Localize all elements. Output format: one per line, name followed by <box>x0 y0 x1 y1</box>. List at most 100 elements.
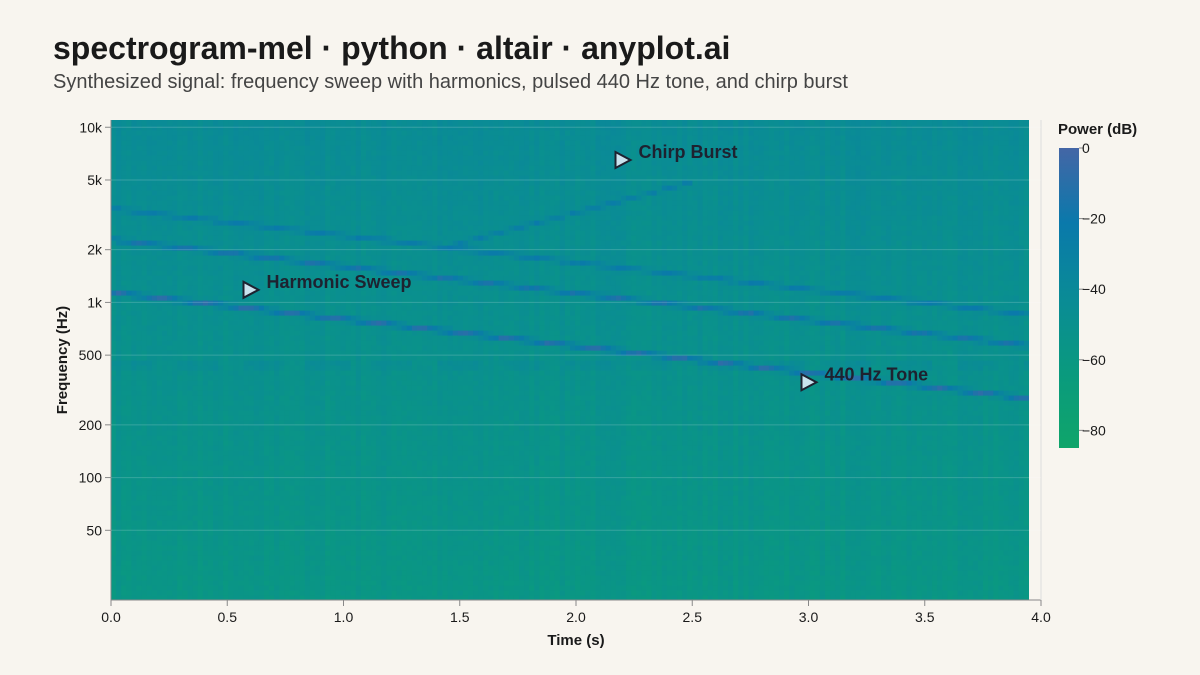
heatmap-cell <box>304 500 311 506</box>
heatmap-cell <box>167 525 173 531</box>
heatmap-cell <box>320 165 326 171</box>
heatmap-cell <box>156 595 163 600</box>
heatmap-cell <box>350 515 357 521</box>
heatmap-cell <box>371 195 377 201</box>
heatmap-cell <box>131 535 138 541</box>
heatmap-cell <box>264 425 270 431</box>
heatmap-cell <box>223 225 229 231</box>
heatmap-cell <box>258 250 265 256</box>
heatmap-cell <box>325 165 331 171</box>
heatmap-cell <box>151 355 158 361</box>
heatmap-cell <box>258 335 265 341</box>
heatmap-cell <box>350 400 357 406</box>
heatmap-cell <box>289 180 296 186</box>
heatmap-cell <box>274 505 280 511</box>
heatmap-cell <box>264 580 270 586</box>
heatmap-cell <box>197 395 204 401</box>
heatmap-cell <box>289 295 296 301</box>
heatmap-cell <box>121 175 127 181</box>
heatmap-cell <box>111 405 117 411</box>
heatmap-cell <box>274 565 280 571</box>
heatmap-cell <box>172 195 178 201</box>
heatmap-cell <box>162 480 168 486</box>
heatmap-cell <box>182 260 189 266</box>
heatmap-cell <box>335 285 342 291</box>
heatmap-cell <box>131 195 138 201</box>
heatmap-cell <box>371 400 377 406</box>
heatmap-cell <box>177 255 183 261</box>
heatmap-cell <box>371 300 377 306</box>
heatmap-cell <box>233 570 240 576</box>
heatmap-cell <box>284 570 291 576</box>
heatmap-cell <box>294 500 301 506</box>
heatmap-cell <box>121 575 127 581</box>
heatmap-cell <box>126 435 132 441</box>
heatmap-cell <box>187 550 194 556</box>
heatmap-cell <box>320 130 326 136</box>
heatmap-cell <box>116 140 122 146</box>
heatmap-cell <box>340 530 347 536</box>
heatmap-cell <box>264 150 270 156</box>
heatmap-cell <box>243 220 250 226</box>
heatmap-cell <box>156 425 163 431</box>
heatmap-cell <box>299 250 306 256</box>
heatmap-cell <box>304 180 311 186</box>
heatmap-cell <box>294 410 301 416</box>
heatmap-cell <box>167 175 173 181</box>
heatmap-cell <box>182 495 189 501</box>
heatmap-cell <box>243 585 250 591</box>
heatmap-cell <box>269 425 275 431</box>
heatmap-cell <box>289 420 296 426</box>
heatmap-cell <box>187 360 194 366</box>
heatmap-cell <box>141 235 148 241</box>
heatmap-cell <box>269 365 275 371</box>
heatmap-cell <box>116 355 122 361</box>
heatmap-cell <box>325 120 331 126</box>
heatmap-cell <box>355 555 362 561</box>
heatmap-cell <box>192 305 199 311</box>
heatmap-cell <box>172 145 178 151</box>
heatmap-cell <box>366 405 372 411</box>
heatmap-cell <box>131 490 138 496</box>
heatmap-cell <box>192 380 199 386</box>
heatmap-cell <box>355 415 362 421</box>
heatmap-cell <box>228 265 234 271</box>
heatmap-cell <box>248 270 255 276</box>
heatmap-cell <box>187 260 194 266</box>
heatmap-cell <box>243 225 250 231</box>
heatmap-cell <box>299 405 306 411</box>
heatmap-cell <box>223 245 229 251</box>
heatmap-cell <box>335 545 342 551</box>
heatmap-cell <box>197 235 204 241</box>
heatmap-cell <box>131 445 138 451</box>
heatmap-cell <box>274 205 280 211</box>
heatmap-cell <box>315 315 321 321</box>
heatmap-cell <box>274 255 280 261</box>
heatmap-cell <box>360 365 367 371</box>
heatmap-cell <box>151 220 158 226</box>
heatmap-cell <box>284 245 291 251</box>
heatmap-cell <box>248 375 255 381</box>
heatmap-cell <box>335 410 342 416</box>
heatmap-cell <box>182 285 189 291</box>
heatmap-cell <box>207 415 214 421</box>
heatmap-cell <box>182 140 189 146</box>
heatmap-cell <box>330 420 336 426</box>
heatmap-cell <box>233 125 240 131</box>
heatmap-cell <box>121 515 127 521</box>
heatmap-cell <box>172 335 178 341</box>
heatmap-cell <box>264 335 270 341</box>
heatmap-cell <box>116 510 122 516</box>
heatmap-cell <box>315 410 321 416</box>
heatmap-cell <box>289 555 296 561</box>
heatmap-cell <box>228 370 234 376</box>
heatmap-cell <box>345 375 352 381</box>
heatmap-cell <box>269 210 275 216</box>
heatmap-cell <box>258 205 265 211</box>
heatmap-cell <box>274 420 280 426</box>
heatmap-cell <box>121 215 127 221</box>
heatmap-cell <box>340 485 347 491</box>
heatmap-cell <box>320 145 326 151</box>
heatmap-cell <box>223 185 229 191</box>
heatmap-cell <box>294 230 301 236</box>
